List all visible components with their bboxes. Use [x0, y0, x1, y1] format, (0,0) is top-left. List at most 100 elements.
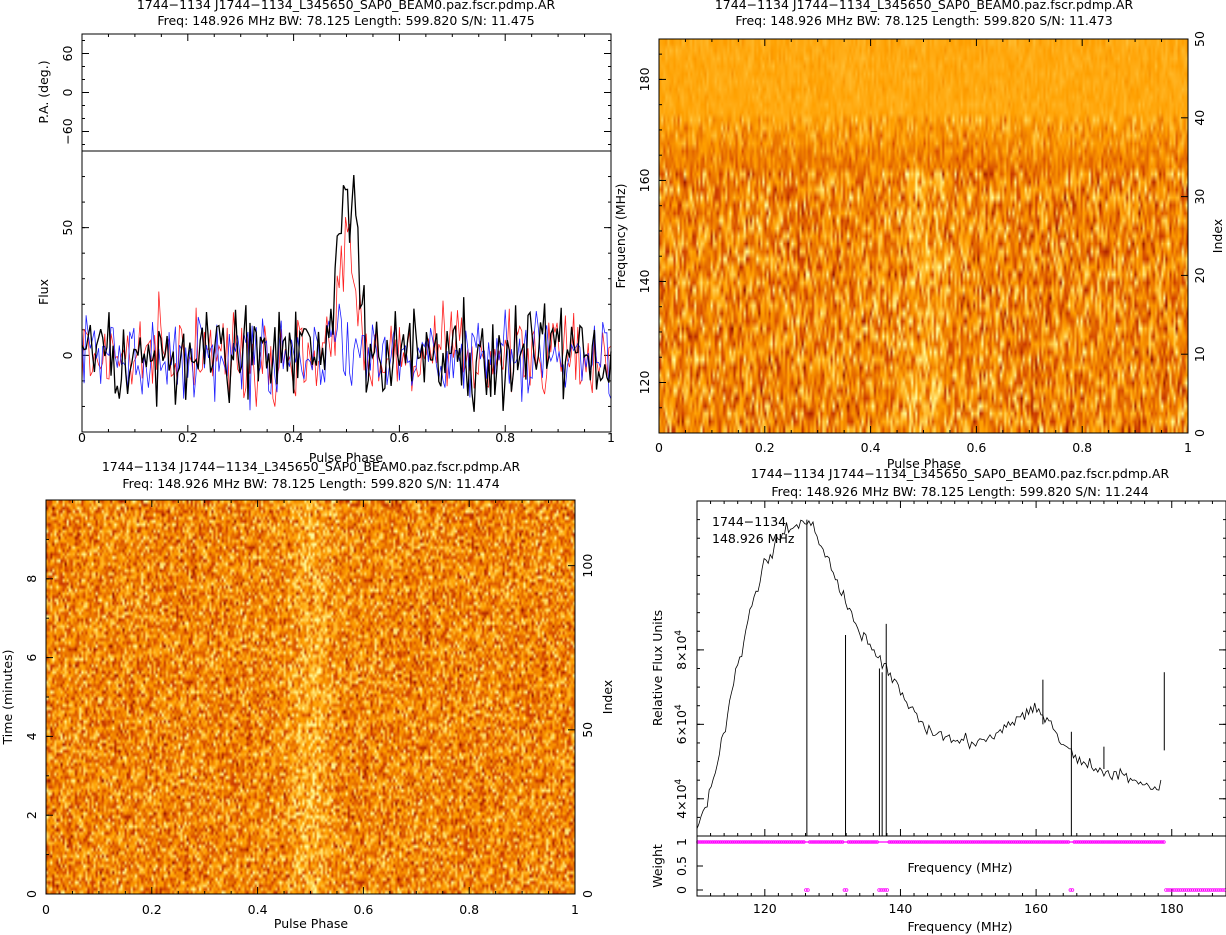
- weight-marker: [1070, 888, 1075, 892]
- x-tick-label: 0: [78, 430, 86, 445]
- weight-marker: [1174, 888, 1178, 892]
- index-y-tick-label: 0: [1192, 429, 1207, 437]
- bandpass-title: 1744−1134 J1744−1134_L345650_SAP0_BEAM0.…: [751, 466, 1170, 481]
- bandpass-ticks: 4×104 6×104 8×104 0 0.5 1 120 140 160 180: [674, 501, 1226, 916]
- profile-x-axis-label: Pulse Phase: [309, 450, 384, 465]
- x-tick-label: 0.6: [353, 902, 373, 917]
- freq-phase-x-axis-label: Pulse Phase: [887, 456, 962, 471]
- weight-axis-label: Weight: [650, 844, 665, 888]
- freq-axis-label: Frequency (MHz): [613, 183, 628, 288]
- freq-y-tick-label: 160: [637, 168, 652, 192]
- weight-marker: [1168, 888, 1172, 892]
- index-y-tick-label: 30: [1192, 189, 1207, 205]
- time-y-tick-label: 8: [24, 575, 39, 583]
- weight-frame: [696, 835, 1226, 897]
- index-y-tick-label: 50: [1192, 31, 1207, 47]
- linear-pol-line: [81, 217, 612, 407]
- bandpass-frame: [696, 500, 1226, 837]
- flux-y-tick-label: 0: [60, 351, 75, 359]
- weight-marker: [1166, 888, 1170, 892]
- index-y-tick-label: 10: [1192, 346, 1207, 362]
- weight-marker: [1202, 888, 1207, 892]
- weight-marker: [1184, 888, 1189, 892]
- weight-y-tick-label: 0.5: [674, 856, 689, 876]
- weight-marker: [1186, 888, 1191, 892]
- time-phase-title: 1744−1134 J1744−1134_L345650_SAP0_BEAM0.…: [102, 459, 521, 474]
- weight-y-tick-label: 1: [674, 838, 689, 846]
- weight-marker: [1172, 888, 1176, 892]
- weight-marker: [885, 888, 889, 892]
- bandpass-lines: [696, 519, 1165, 836]
- weight-marker: [1223, 888, 1226, 892]
- bandpass-y-axis-label: Relative Flux Units: [650, 610, 665, 726]
- time-phase-heatmap: [46, 500, 575, 894]
- index-y-tick-label: 100: [580, 554, 595, 578]
- bandpass-annotation-source: 1744−1134: [712, 514, 786, 529]
- freq-y-tick-label: 120: [637, 371, 652, 395]
- weight-marker: [1198, 888, 1203, 892]
- weight-marker: [1219, 888, 1223, 892]
- weight-marker: [1192, 888, 1197, 892]
- freq-index-label: Index: [1210, 219, 1225, 253]
- time-phase-panel: 1744−1134 J1744−1134_L345650_SAP0_BEAM0.…: [0, 459, 615, 931]
- weight-marker: [804, 888, 808, 892]
- x-tick-label: 0.4: [248, 902, 268, 917]
- x-tick-label: 0.2: [755, 440, 775, 455]
- time-y-tick-label: 2: [24, 811, 39, 819]
- weight-marker: [883, 888, 887, 892]
- weight-marker: [1068, 888, 1073, 892]
- index-y-tick-label: 20: [1192, 267, 1207, 283]
- weight-marker: [842, 888, 847, 892]
- pa-y-tick-label: −60: [60, 118, 75, 144]
- x-tick-label: 0.4: [861, 440, 881, 455]
- x-tick-label: 0: [42, 902, 50, 917]
- weight-marker: [806, 888, 810, 892]
- x-tick-label: 0.8: [495, 430, 515, 445]
- freq-phase-frame: [658, 38, 1189, 434]
- index-y-tick-label: 40: [1192, 110, 1207, 126]
- pa-y-tick-label: 60: [60, 46, 75, 62]
- x-tick-label: 0.4: [284, 430, 304, 445]
- bandpass-annotation-freq: 148.926 MHz: [712, 531, 795, 546]
- freq-y-tick-label: 140: [637, 269, 652, 293]
- x-tick-label: 0.6: [966, 440, 986, 455]
- freq-phase-subtitle: Freq: 148.926 MHz BW: 78.125 Length: 599…: [735, 13, 1112, 28]
- freq-y-tick-label: 180: [637, 67, 652, 91]
- weight-marker: [844, 888, 849, 892]
- weight-marker: [877, 888, 881, 892]
- weight-marker: [1206, 888, 1211, 892]
- bandpass-panel: 1744−1134 J1744−1134_L345650_SAP0_BEAM0.…: [650, 466, 1226, 934]
- pa-axis-ticks: 60 0 −60: [60, 40, 611, 145]
- weight-marker: [1170, 888, 1174, 892]
- weight-marker: [1180, 888, 1185, 892]
- freq-phase-panel: 1744−1134 J1744−1134_L345650_SAP0_BEAM0.…: [613, 0, 1225, 471]
- weight-marker: [1200, 888, 1205, 892]
- time-phase-x-axis-label: Pulse Phase: [274, 916, 349, 931]
- pa-frame: [81, 33, 612, 152]
- pa-axis-label: P.A. (deg.): [36, 60, 51, 123]
- weight-marker: [1204, 888, 1209, 892]
- pa-y-tick-label: 0: [60, 88, 75, 96]
- flux-axis-ticks: 0 50 0 0.2 0.4 0.6 0.8 1: [60, 34, 615, 445]
- bandpass-line: [696, 519, 1162, 829]
- x-tick-label: 0: [655, 440, 663, 455]
- time-y-tick-label: 4: [24, 732, 39, 740]
- flux-axis-label: Flux: [36, 279, 51, 305]
- time-phase-subtitle: Freq: 148.926 MHz BW: 78.125 Length: 599…: [122, 476, 499, 491]
- freq-phase-heatmap: [659, 39, 1188, 433]
- flux-frame: [81, 150, 612, 433]
- time-phase-ticks: 0 2 4 6 8 0 50 100 0 0.2 0.4 0.6 0.8 1: [24, 500, 595, 917]
- x-tick-label: 0.2: [178, 430, 198, 445]
- flux-y-tick-label: 8×104: [674, 630, 689, 670]
- time-y-tick-label: 6: [24, 654, 39, 662]
- weight-marker: [1196, 888, 1201, 892]
- x-tick-label: 1: [607, 430, 615, 445]
- bandpass-x-axis-label: Frequency (MHz): [907, 919, 1012, 934]
- profile-lines: [81, 174, 612, 412]
- x-tick-label: 1: [571, 902, 579, 917]
- weight-marker: [1215, 888, 1219, 892]
- time-axis-label: Time (minutes): [0, 650, 15, 746]
- index-y-tick-label: 50: [580, 722, 595, 738]
- index-y-tick-label: 0: [580, 890, 595, 898]
- weight-marker: [1182, 888, 1187, 892]
